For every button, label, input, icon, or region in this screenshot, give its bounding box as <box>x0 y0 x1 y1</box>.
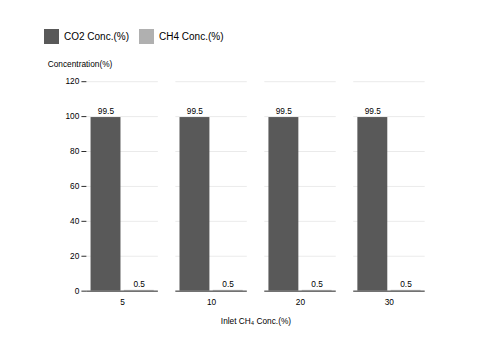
html-text:CH4 Conc.(%): CH4 Conc.(%) <box>159 31 224 42</box>
svg-text:40: 40 <box>70 216 80 226</box>
svg-text:10: 10 <box>207 297 217 307</box>
svg-text:0.5: 0.5 <box>222 279 234 289</box>
svg-text:0.5: 0.5 <box>133 279 145 289</box>
html-text:CO2 Conc.(%): CO2 Conc.(%) <box>64 31 129 42</box>
svg-text:99.5: 99.5 <box>365 106 382 116</box>
svg-text:20: 20 <box>296 297 306 307</box>
svg-text:60: 60 <box>70 181 80 191</box>
svg-text:0.5: 0.5 <box>400 279 412 289</box>
svg-text:100: 100 <box>65 111 79 121</box>
svg-text:Concentration(%): Concentration(%) <box>48 59 113 69</box>
svg-text:120: 120 <box>65 76 79 86</box>
svg-text:99.5: 99.5 <box>98 106 115 116</box>
svg-text:0: 0 <box>75 286 80 296</box>
svg-text:80: 80 <box>70 146 80 156</box>
svg-text:20: 20 <box>70 251 80 261</box>
svg-text:30: 30 <box>385 297 395 307</box>
svg-text:Inlet CH₄ Conc.(%): Inlet CH₄ Conc.(%) <box>221 316 291 326</box>
svg-text:0.5: 0.5 <box>311 279 323 289</box>
svg-text:5: 5 <box>120 297 125 307</box>
svg-text:99.5: 99.5 <box>276 106 293 116</box>
svg-text:99.5: 99.5 <box>187 106 204 116</box>
